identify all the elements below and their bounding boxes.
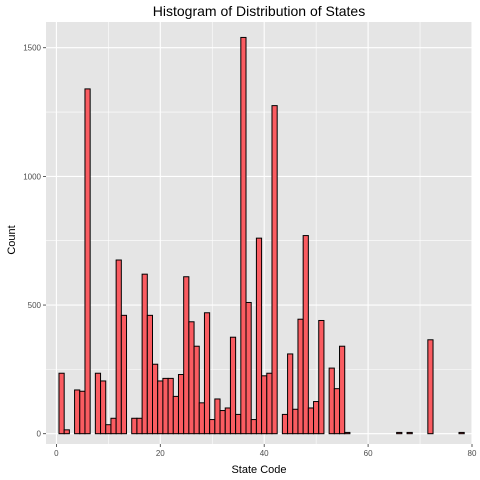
histogram-bar xyxy=(183,276,190,435)
x-tick-label: 40 xyxy=(260,449,269,458)
y-axis-title: Count xyxy=(6,225,18,254)
histogram-bar xyxy=(344,431,351,435)
histogram-bar xyxy=(292,408,299,435)
histogram-bar xyxy=(396,431,403,435)
histogram-bar xyxy=(266,372,273,435)
y-tick-label: 500 xyxy=(28,301,42,310)
histogram-bar xyxy=(188,321,195,435)
x-tick-label: 20 xyxy=(156,449,165,458)
x-tick-label: 80 xyxy=(468,449,477,458)
histogram-bar xyxy=(152,363,159,435)
chart-title: Histogram of Distribution of States xyxy=(153,3,365,19)
histogram-bar xyxy=(287,353,294,435)
histogram-bar xyxy=(339,345,346,435)
histogram-bar xyxy=(115,259,122,435)
histogram-bar xyxy=(172,395,179,435)
histogram-bar xyxy=(157,380,164,435)
histogram-bar xyxy=(198,402,205,435)
histogram-bar xyxy=(177,374,185,435)
histogram-bar xyxy=(318,319,325,435)
histogram-bar xyxy=(131,417,138,435)
y-tick-label: 1000 xyxy=(23,172,41,181)
histogram-bar xyxy=(219,410,226,435)
histogram-bar xyxy=(167,377,174,435)
y-tick-label: 0 xyxy=(37,430,42,439)
histogram-bar xyxy=(79,390,86,435)
histogram-bar xyxy=(250,419,257,435)
histogram-bar xyxy=(271,105,278,435)
histogram-bar xyxy=(120,314,128,435)
histogram-bar xyxy=(110,417,117,435)
histogram-bar xyxy=(281,413,289,435)
bars xyxy=(58,36,465,435)
histogram-bar xyxy=(63,429,70,435)
histogram-bar xyxy=(136,417,143,435)
histogram-bar xyxy=(105,424,112,435)
histogram-bar xyxy=(328,367,335,435)
histogram-bar xyxy=(162,377,169,435)
histogram-bar xyxy=(229,336,237,435)
histogram-bar xyxy=(209,419,216,435)
histogram-bar xyxy=(58,372,65,435)
x-tick-label: 60 xyxy=(364,449,373,458)
histogram-bar xyxy=(458,431,465,435)
histogram-bar xyxy=(141,273,148,435)
histogram-bar xyxy=(94,372,102,435)
histogram-bar xyxy=(427,339,434,435)
histogram-bar xyxy=(74,389,81,435)
histogram-bar xyxy=(406,431,413,435)
y-axis-ticks: 0 500 1000 1500 xyxy=(23,44,46,439)
histogram-bar xyxy=(235,413,242,435)
histogram-bar xyxy=(333,388,341,435)
histogram-bar xyxy=(84,88,91,435)
y-tick-label: 1500 xyxy=(23,44,41,53)
histogram-bar xyxy=(307,407,315,435)
x-tick-label: 0 xyxy=(54,449,59,458)
histogram-bar xyxy=(146,314,153,435)
histogram-bar xyxy=(100,380,107,435)
histogram-bar xyxy=(224,407,231,435)
x-axis-title: State Code xyxy=(231,464,286,476)
histogram-bar xyxy=(245,301,252,435)
histogram-bar xyxy=(203,312,211,435)
histogram-bar xyxy=(261,375,268,435)
histogram-bar xyxy=(240,36,247,435)
histogram-bar xyxy=(255,237,263,435)
histogram-bar xyxy=(193,345,200,435)
histogram-bar xyxy=(302,235,309,435)
histogram-bar xyxy=(297,318,304,435)
histogram-bar xyxy=(313,401,320,435)
histogram-bar xyxy=(214,398,221,435)
x-axis-ticks: 0 20 40 60 80 xyxy=(54,444,477,458)
